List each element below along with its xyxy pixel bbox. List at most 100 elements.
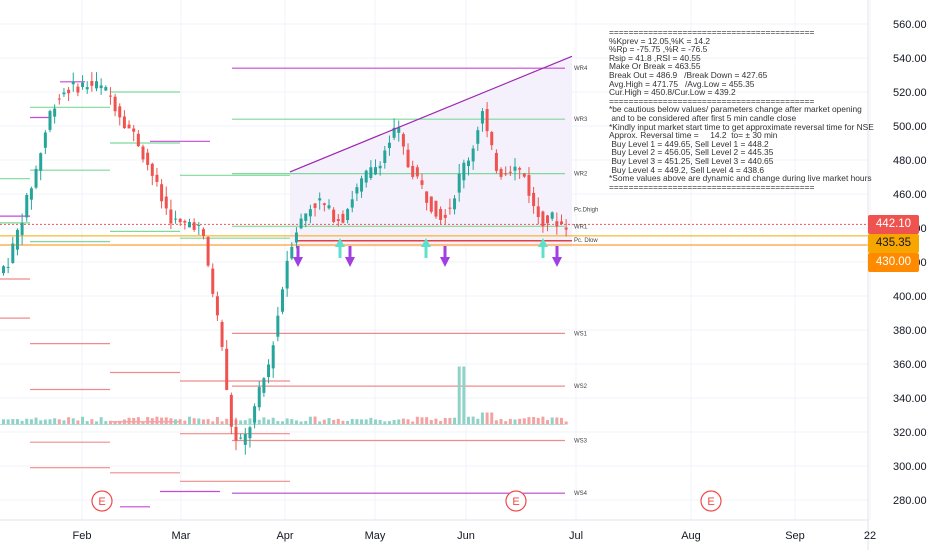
y-tick-label: 280.00 [893,495,927,507]
x-tick-label: May [365,530,386,542]
volume-bar [355,419,359,425]
candle-body [383,150,387,164]
candle-body [150,163,154,176]
x-tick-label: Jul [569,530,583,542]
candle-body [197,225,201,227]
candle-body [504,173,508,175]
note-line: ========================================… [609,95,815,106]
candle-body [48,111,52,130]
volume-bar [99,417,103,425]
volume-bar [48,419,52,425]
level-label: WS1 [574,331,588,337]
candle-body [229,394,233,427]
purple-down-arrow [345,246,355,267]
volume-bar [118,420,122,425]
volume-bar [434,418,438,425]
volume-bar [476,418,480,425]
time-axis[interactable]: Feb Mar Apr May Jun Jul Aug Sep 22 [0,519,876,542]
y-tick-label: 560.00 [893,19,927,31]
y-tick-label: 340.00 [893,393,927,405]
volume-bar [425,417,429,425]
volume-bar [374,419,377,425]
volume-bar [467,416,470,425]
candle-body [174,218,178,220]
volume-bar [541,416,545,425]
volume-bars [0,366,568,425]
candle-body [420,180,424,185]
volume-bar [95,421,98,425]
volume-bar [546,420,550,425]
volume-bar [443,418,447,425]
volume-bar [71,418,75,425]
candle-body [374,167,377,175]
x-tick-label: Aug [681,530,701,542]
volume-bar [85,421,89,425]
volume-bar [67,417,71,425]
volume-bar [15,419,19,425]
candle-body [471,148,475,162]
note-line: Buy Level 3 = 451.25, Sell Level 3 = 440… [609,155,774,166]
volume-bar [504,421,508,425]
volume-bar [262,417,266,425]
volume-bar [397,419,401,425]
candle-body [6,266,10,268]
level-label: WR4 [574,66,588,72]
candles [2,72,568,455]
candle-body [364,170,368,183]
candle-body [518,168,522,170]
candle-body [448,207,452,209]
candle-body [522,173,526,177]
candle-body [285,260,289,289]
volume-bar [267,419,271,425]
level-label: WR3 [574,117,588,123]
earnings-marker[interactable]: E [91,490,113,512]
x-tick-label: Feb [73,530,92,542]
note-line: ========================================… [609,181,815,192]
volume-bar [346,420,350,425]
volume-bar [108,420,112,425]
earnings-label: E [512,496,519,508]
volume-bar [183,420,187,425]
candle-body [299,218,303,229]
note-line: Buy Level 1 = 449.65, Sell Level 1 = 448… [609,138,769,149]
candle-body [160,184,164,202]
volume-bar [383,421,387,425]
candle-body [53,108,57,117]
candle-body [541,211,545,227]
channel-area [290,56,572,247]
candle-body [341,213,345,223]
candle-body [201,229,205,236]
volume-bar [527,417,531,425]
candle-body [118,106,122,118]
volume-bar [369,417,373,425]
candle-body [397,127,401,133]
volume-bar [76,420,80,425]
candle-body [350,199,354,208]
price-label: 435.35 [868,234,919,253]
volume-bar [564,421,568,425]
volume-bar [560,417,563,425]
volume-bar [387,421,391,425]
grid-lines [0,0,871,520]
level-label: WR1 [574,224,588,230]
note-line: Approx. Reversal time = 14.2 to= ± 30 mi… [609,130,778,141]
candle-body [290,246,294,259]
level-label: WS4 [574,491,588,497]
candle-body [527,175,531,196]
volume-bar [220,421,224,425]
candle-body [183,221,187,223]
candle-body [564,227,568,230]
y-tick-label: 480.00 [893,155,927,167]
earnings-marker[interactable]: E [700,490,722,512]
earnings-marker[interactable]: E [505,490,527,512]
candle-body [281,289,284,312]
volume-bar [448,417,452,425]
pivot-levels: WR4 WR3 WR2 Pc.Dhigh WR1 Pc. Dlow WS1 WS2 WS3 WS4 [0,66,868,508]
x-tick-label: Sep [785,530,805,542]
volume-bar [550,417,554,425]
indicator-notes: ========================================… [609,28,889,191]
volume-bar [532,416,536,425]
volume-bar [2,419,5,425]
